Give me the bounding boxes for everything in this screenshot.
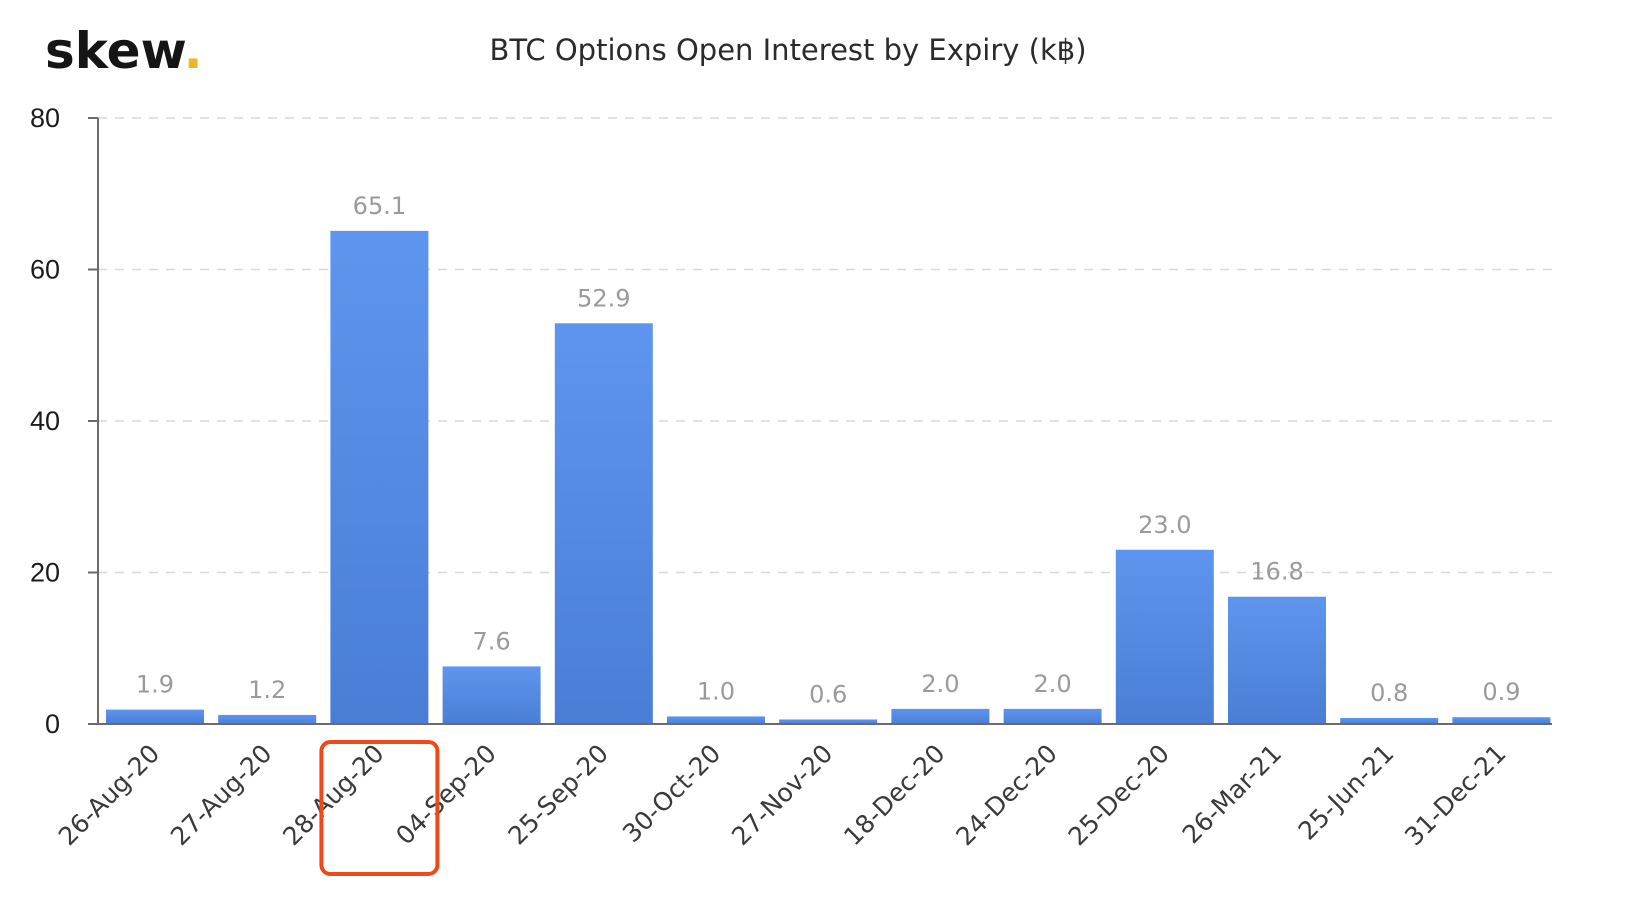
highlight-box — [319, 740, 440, 876]
x-tick-label: 27-Aug-20 — [165, 739, 277, 851]
y-tick-label: 20 — [30, 558, 60, 588]
brand-logo: skew. — [45, 22, 203, 80]
data-label: 65.1 — [353, 192, 406, 220]
data-label: 16.8 — [1250, 558, 1303, 586]
data-label: 1.0 — [697, 677, 735, 705]
bar — [1228, 596, 1326, 724]
x-tick-label: 27-Nov-20 — [726, 739, 838, 851]
x-tick-label: 28-Aug-20 — [277, 739, 389, 851]
bar — [891, 708, 990, 724]
data-label: 1.9 — [136, 671, 174, 699]
x-tick-label: 30-Oct-20 — [617, 739, 726, 848]
x-tick-label: 25-Sep-20 — [502, 739, 614, 851]
bar — [330, 230, 429, 724]
data-labels: 1.9 1.2 65.1 7.6 52.9 1.0 0.6 2.0 2.0 23.0 16.8 0.8… — [136, 192, 1521, 709]
bar — [106, 709, 204, 724]
x-tick-label: 26-Mar-21 — [1177, 739, 1287, 849]
data-label: 2.0 — [1034, 670, 1072, 698]
y-tick-label: 60 — [30, 255, 60, 285]
bar — [554, 323, 653, 724]
x-tick-label: 26-Aug-20 — [53, 739, 165, 851]
x-tick-label: 04-Sep-20 — [390, 739, 502, 851]
bar — [1340, 717, 1439, 724]
x-tick-label: 25-Jun-21 — [1293, 739, 1400, 846]
logo-wordmark: skew. — [45, 22, 203, 80]
x-tick-label: 31-Dec-21 — [1399, 739, 1511, 851]
data-label: 0.8 — [1370, 679, 1408, 707]
x-tick-label: 25-Dec-20 — [1063, 739, 1175, 851]
y-axis-ticks: 0 20 40 60 80 — [30, 103, 98, 739]
logo-dot: . — [184, 22, 203, 80]
bars — [106, 230, 1551, 724]
bar — [1452, 717, 1551, 724]
data-label: 0.6 — [809, 680, 847, 708]
x-tick-label: 24-Dec-20 — [950, 739, 1062, 851]
data-label: 0.9 — [1482, 678, 1520, 706]
bar — [218, 714, 317, 724]
axes — [88, 118, 1552, 725]
x-tick-label: 18-Dec-20 — [838, 739, 950, 851]
bar — [667, 716, 765, 724]
data-label: 23.0 — [1138, 511, 1191, 539]
bar — [1115, 549, 1214, 724]
y-tick-label: 40 — [30, 406, 60, 436]
y-tick-label: 80 — [30, 103, 60, 133]
data-label: 7.6 — [473, 627, 511, 655]
bar — [1003, 708, 1102, 724]
data-label: 52.9 — [577, 284, 630, 312]
bar — [779, 719, 878, 724]
data-label: 2.0 — [921, 670, 959, 698]
grid-lines — [98, 117, 1552, 574]
y-tick-label: 0 — [45, 709, 60, 739]
data-label: 1.2 — [248, 676, 286, 704]
x-axis-ticks: 26-Aug-20 27-Aug-20 28-Aug-20 04-Sep-20 25-S… — [53, 739, 1512, 851]
bar — [442, 666, 541, 724]
chart-title: BTC Options Open Interest by Expiry (k฿) — [489, 33, 1086, 67]
